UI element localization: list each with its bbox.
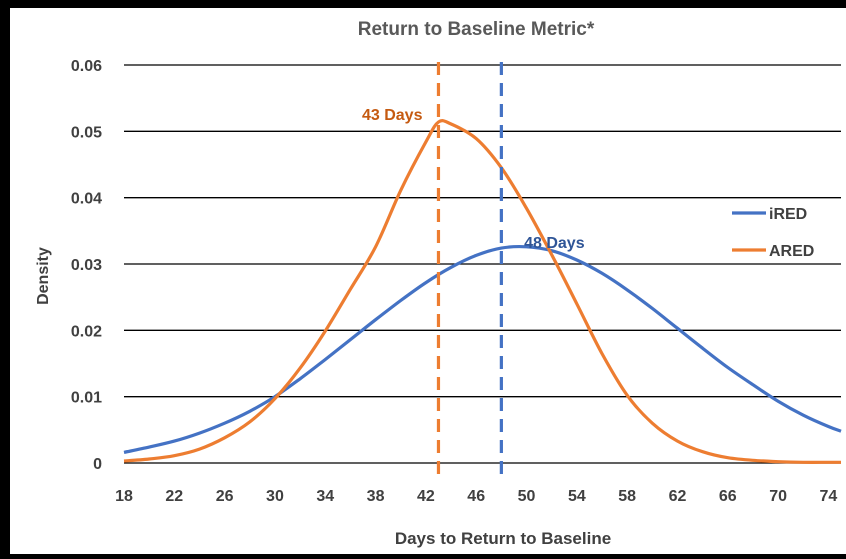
reference-label-43: 43 Days <box>362 107 423 124</box>
x-tick-label: 34 <box>316 488 334 505</box>
x-tick-label: 22 <box>165 488 183 505</box>
x-tick-label: 38 <box>367 488 385 505</box>
chart-title: Return to Baseline Metric* <box>358 19 595 40</box>
x-tick-label: 26 <box>216 488 234 505</box>
x-tick-labels: 18 22 26 30 34 38 42 46 50 54 58 62 66 70 74 <box>115 488 837 505</box>
y-tick-label: 0.04 <box>71 191 102 208</box>
x-tick-label: 58 <box>618 488 636 505</box>
x-axis-label: Days to Return to Baseline <box>395 529 611 548</box>
legend-label-ared: ARED <box>769 243 814 260</box>
x-tick-label: 18 <box>115 488 133 505</box>
y-tick-label: 0.01 <box>71 390 102 407</box>
legend-label-ired: iRED <box>769 206 807 223</box>
density-chart: Return to Baseline Metric* Density Days … <box>35 19 842 548</box>
y-tick-labels: 0 0.01 0.02 0.03 0.04 0.05 0.06 <box>71 58 102 473</box>
x-tick-label: 74 <box>820 488 838 505</box>
x-tick-label: 30 <box>266 488 284 505</box>
chart-panel: Return to Baseline Metric* Density Days … <box>10 8 846 554</box>
y-tick-label: 0.06 <box>71 58 102 75</box>
series-line-ired <box>123 244 842 454</box>
y-tick-label: 0 <box>93 456 102 473</box>
reference-label-48: 48 Days <box>524 235 585 252</box>
x-tick-label: 62 <box>669 488 687 505</box>
series-lines <box>123 119 842 464</box>
y-tick-label: 0.02 <box>71 323 102 340</box>
legend: iRED ARED <box>732 206 814 260</box>
x-tick-label: 42 <box>417 488 435 505</box>
y-axis-label: Density <box>35 247 52 305</box>
x-tick-label: 46 <box>467 488 485 505</box>
x-tick-label: 70 <box>769 488 787 505</box>
reference-lines: 43 Days 48 Days <box>362 62 585 474</box>
series-line-ared <box>123 119 841 464</box>
x-tick-label: 66 <box>719 488 737 505</box>
gridlines <box>124 64 841 464</box>
y-tick-label: 0.05 <box>71 124 102 141</box>
x-tick-label: 54 <box>568 488 586 505</box>
x-tick-label: 50 <box>518 488 536 505</box>
y-tick-label: 0.03 <box>71 257 102 274</box>
